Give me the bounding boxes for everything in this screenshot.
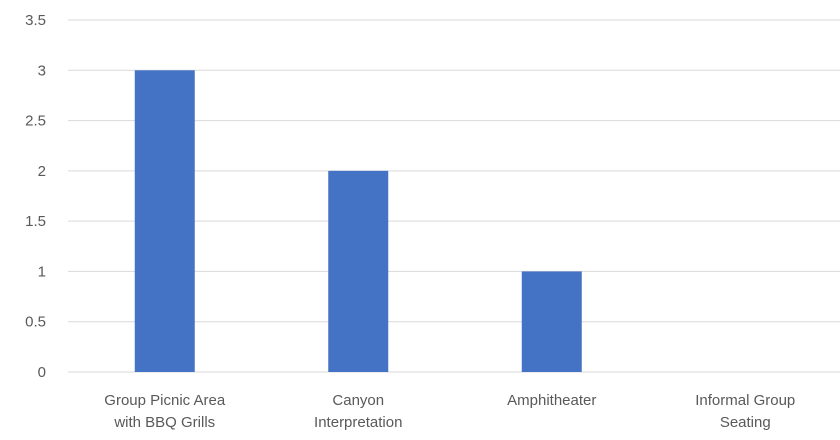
x-axis-category-labels: Group Picnic Area with BBQ Grills Canyon In… [104, 392, 795, 431]
bars [134, 70, 582, 373]
x-category-label: Seating [720, 414, 771, 431]
x-category-label: Group Picnic Area [104, 392, 226, 409]
x-category-label: Amphitheater [507, 392, 596, 409]
gridlines [68, 19, 840, 373]
y-tick-label: 2 [38, 163, 46, 180]
bar [521, 271, 582, 372]
x-category-label: Canyon [332, 392, 384, 409]
y-axis-tick-labels: 0 0.5 1 1.5 2 2.5 3 3.5 [25, 12, 46, 381]
bar [134, 70, 195, 373]
y-tick-label: 3.5 [25, 12, 46, 29]
y-tick-label: 0.5 [25, 314, 46, 331]
y-tick-label: 1 [38, 263, 46, 280]
y-tick-label: 1.5 [25, 213, 46, 230]
y-tick-label: 0 [38, 364, 46, 381]
x-category-label: Informal Group [695, 392, 795, 409]
x-category-label: Interpretation [314, 414, 402, 431]
x-category-label: with BBQ Grills [113, 414, 215, 431]
y-tick-label: 3 [38, 62, 46, 79]
bar [328, 170, 389, 372]
y-tick-label: 2.5 [25, 113, 46, 130]
